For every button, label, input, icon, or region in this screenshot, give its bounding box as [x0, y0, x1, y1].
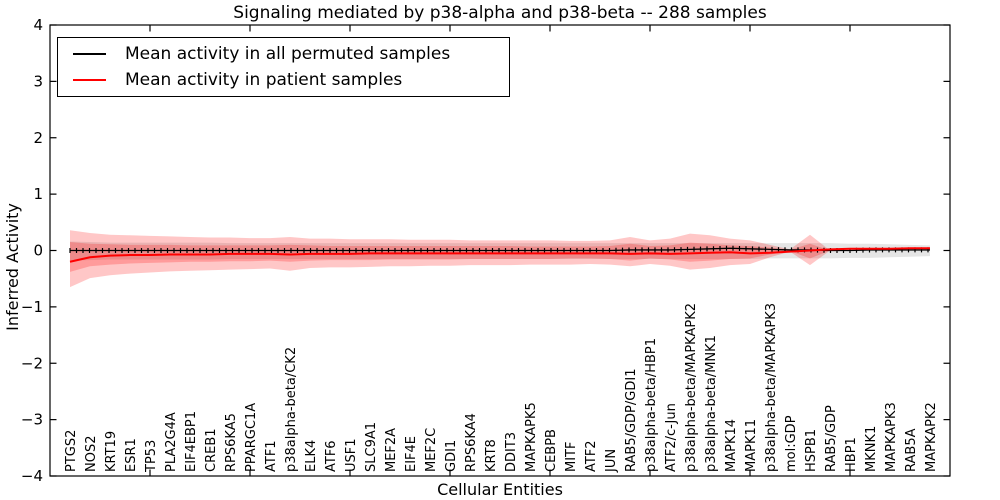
- x-category-label: p38alpha-beta/CK2: [284, 347, 299, 472]
- x-category-label: EIF4E: [404, 436, 419, 472]
- x-category-label: MAPKAPK5: [524, 402, 539, 472]
- legend-label-patient: Mean activity in patient samples: [125, 70, 403, 90]
- x-category-label: ATF1: [264, 440, 279, 472]
- x-category-label: MAPK11: [744, 419, 759, 472]
- x-category-label: SLC9A1: [364, 422, 379, 472]
- x-category-label: HSPB1: [804, 429, 819, 472]
- y-tick-label: 4: [33, 16, 43, 34]
- patient-samples-spread-outer-band: [70, 230, 830, 288]
- y-tick-label: −1: [21, 298, 43, 316]
- x-category-label: p38alpha-beta/MNK1: [704, 335, 719, 472]
- y-axis-label: Inferred Activity: [3, 203, 22, 331]
- x-category-label: JUN: [604, 449, 619, 473]
- x-category-label: NOS2: [84, 436, 99, 472]
- x-category-label: MEF2A: [384, 428, 399, 472]
- x-category-label: ELK4: [304, 440, 319, 472]
- x-axis-label: Cellular Entities: [437, 480, 563, 499]
- x-category-label: MITF: [564, 442, 579, 472]
- x-category-label: PTGS2: [64, 430, 79, 472]
- x-category-label: PPARGC1A: [244, 403, 259, 472]
- y-tick-label: −4: [21, 467, 43, 485]
- x-category-label: KRT19: [104, 431, 119, 472]
- x-category-label: MKNK1: [864, 426, 879, 472]
- legend-entry-permuted: Mean activity in all permuted samples: [73, 44, 509, 64]
- chart-title: Signaling mediated by p38-alpha and p38-…: [233, 3, 767, 23]
- x-category-label: ATF2: [584, 440, 599, 472]
- x-category-label: MAPK14: [724, 419, 739, 472]
- x-category-label: CREB1: [204, 428, 219, 472]
- x-category-label: mol:GDP: [784, 415, 799, 472]
- series-line-permuted: [70, 247, 930, 252]
- x-category-label: USF1: [344, 438, 359, 472]
- x-category-label: PLA2G4A: [164, 412, 179, 472]
- x-category-label: RAB5/GDP: [824, 405, 839, 472]
- x-category-label: ATF6: [324, 440, 339, 472]
- x-category-label: RAB5/GDP/GDI1: [624, 369, 639, 472]
- x-category-label: RAB5A: [904, 428, 919, 472]
- x-category-label: p38alpha-beta/HBP1: [644, 338, 659, 472]
- x-category-label: MAPKAPK3: [884, 402, 899, 472]
- x-category-label: CEBPB: [544, 429, 559, 472]
- x-category-label: ESR1: [124, 438, 139, 472]
- x-category-label: HBP1: [844, 437, 859, 472]
- x-category-label: TP53: [144, 440, 159, 473]
- legend-entry-patient: Mean activity in patient samples: [73, 70, 509, 90]
- x-category-label: EIF4EBP1: [184, 411, 199, 472]
- x-category-label: RPS6KA5: [224, 413, 239, 472]
- x-category-label: KRT8: [484, 439, 499, 472]
- y-tick-label: −2: [21, 354, 43, 372]
- x-category-label: DDIT3: [504, 432, 519, 472]
- x-category-label: MAPKAPK2: [924, 402, 939, 472]
- legend-line-sample-black: [73, 53, 106, 55]
- x-category-label: MEF2C: [424, 428, 439, 472]
- y-tick-label: 1: [33, 185, 43, 203]
- legend-label-permuted: Mean activity in all permuted samples: [125, 44, 451, 64]
- x-category-label: p38alpha-beta/MAPKAPK2: [684, 303, 699, 472]
- series-line-patient: [69, 247, 930, 263]
- y-tick-label: 0: [33, 242, 43, 260]
- legend: Mean activity in all permuted samples Me…: [57, 37, 510, 97]
- y-tick-label: 3: [33, 72, 43, 90]
- y-tick-label: 2: [33, 129, 43, 147]
- x-category-label: RPS6KA4: [464, 413, 479, 472]
- y-tick-label: −3: [21, 411, 43, 429]
- x-category-label: GDI1: [444, 440, 459, 472]
- x-category-label: p38alpha-beta/MAPKAPK3: [764, 303, 779, 472]
- legend-line-sample-red: [73, 79, 106, 81]
- x-category-label: ATF2/c-Jun: [664, 403, 679, 472]
